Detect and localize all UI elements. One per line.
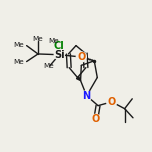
Circle shape <box>107 97 117 107</box>
Polygon shape <box>76 76 81 81</box>
Text: Me: Me <box>43 63 54 69</box>
Text: Si: Si <box>54 50 65 60</box>
Text: Me: Me <box>33 36 43 42</box>
Circle shape <box>54 50 64 60</box>
Text: O: O <box>77 52 85 62</box>
Text: Me: Me <box>13 59 24 65</box>
Text: Cl: Cl <box>53 41 64 51</box>
Circle shape <box>91 114 101 124</box>
Circle shape <box>76 52 86 62</box>
Circle shape <box>82 91 92 101</box>
Circle shape <box>54 41 64 51</box>
Text: Me: Me <box>48 38 59 44</box>
Text: Me: Me <box>13 42 24 48</box>
Text: O: O <box>108 97 116 107</box>
Text: O: O <box>92 114 100 124</box>
Text: N: N <box>83 91 91 101</box>
